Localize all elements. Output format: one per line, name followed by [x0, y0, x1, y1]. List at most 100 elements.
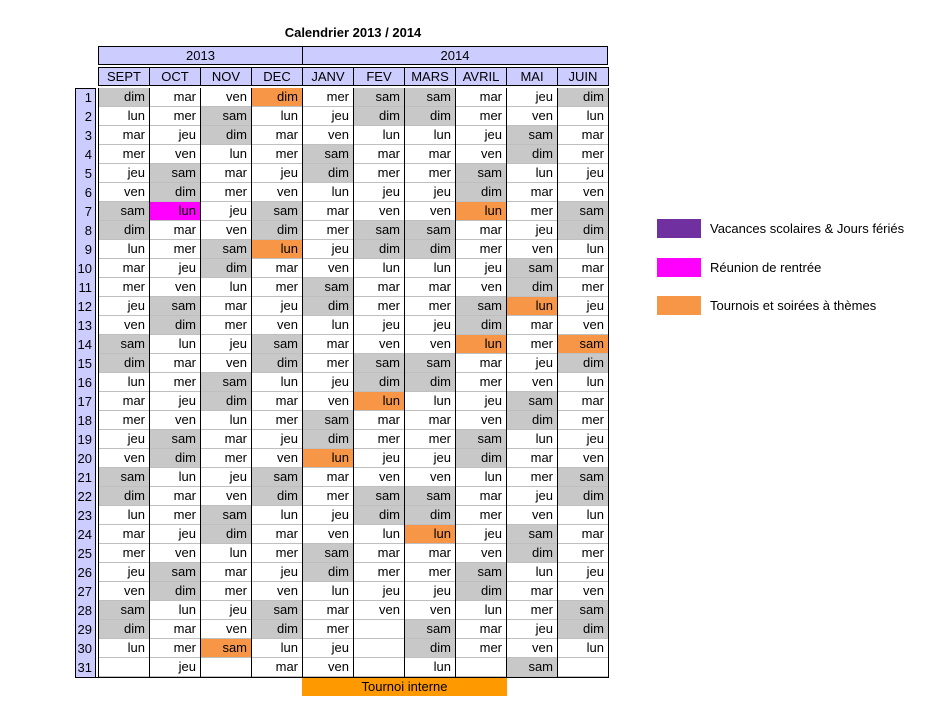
day-cell: mar	[354, 411, 404, 430]
day-cell: mer	[456, 639, 506, 658]
day-cell: mer	[252, 145, 302, 164]
year-header-2013: 2013	[98, 46, 303, 65]
day-cell: jeu	[354, 449, 404, 468]
day-cell: mer	[507, 202, 557, 221]
day-number: 7	[76, 202, 95, 221]
day-cell: ven	[405, 335, 455, 354]
day-cell: jeu	[252, 164, 302, 183]
day-cell: mer	[507, 601, 557, 620]
day-cell: sam	[150, 297, 200, 316]
day-cell: jeu	[252, 430, 302, 449]
day-cell: jeu	[405, 316, 455, 335]
day-cell: dim	[354, 240, 404, 259]
day-cell: lun	[303, 449, 353, 468]
day-cell: jeu	[405, 582, 455, 601]
month-column-border	[353, 88, 354, 677]
day-cell: mer	[507, 468, 557, 487]
day-cell: lun	[456, 202, 506, 221]
day-cell: ven	[150, 411, 200, 430]
day-cell: lun	[252, 373, 302, 392]
day-cell: lun	[252, 506, 302, 525]
day-cell: lun	[150, 468, 200, 487]
day-cell: mar	[303, 335, 353, 354]
day-cell: mar	[456, 620, 506, 639]
day-number: 20	[76, 449, 95, 468]
day-cell: lun	[405, 126, 455, 145]
day-cell: sam	[99, 202, 149, 221]
day-number: 19	[76, 430, 95, 449]
month-header-avril: AVRIL	[455, 67, 507, 86]
day-cell: jeu	[303, 506, 353, 525]
day-cell: mar	[507, 183, 557, 202]
day-cell: ven	[99, 449, 149, 468]
day-cell: jeu	[558, 563, 608, 582]
day-cell: mar	[507, 449, 557, 468]
day-cell: dim	[456, 183, 506, 202]
month-header-mai: MAI	[506, 67, 558, 86]
day-cell: mer	[201, 582, 251, 601]
day-cell: ven	[201, 221, 251, 240]
day-cell	[201, 658, 251, 677]
day-cell: mar	[252, 525, 302, 544]
day-cell: mar	[507, 316, 557, 335]
day-number: 16	[76, 373, 95, 392]
day-cell: sam	[303, 145, 353, 164]
day-cell: lun	[201, 278, 251, 297]
day-cell: mer	[150, 506, 200, 525]
legend-swatch-reunion	[657, 258, 701, 277]
day-cell: dim	[303, 430, 353, 449]
day-cell: dim	[507, 411, 557, 430]
day-cell: lun	[252, 240, 302, 259]
day-cell: ven	[99, 316, 149, 335]
day-cell: sam	[558, 468, 608, 487]
day-cell: lun	[201, 411, 251, 430]
month-column-border	[557, 88, 558, 677]
day-cell: lun	[303, 183, 353, 202]
day-cell: sam	[405, 354, 455, 373]
day-cell: mar	[456, 221, 506, 240]
day-cell: mar	[150, 620, 200, 639]
day-cell: mar	[201, 164, 251, 183]
day-cell: ven	[150, 278, 200, 297]
day-cell: sam	[252, 202, 302, 221]
day-cell: dim	[558, 88, 608, 107]
day-number: 31	[76, 658, 95, 677]
day-cell: sam	[558, 601, 608, 620]
day-cell: jeu	[507, 354, 557, 373]
day-cell: mer	[456, 107, 506, 126]
day-cell: jeu	[201, 335, 251, 354]
day-cell: mer	[303, 354, 353, 373]
day-cell: ven	[99, 183, 149, 202]
day-cell: jeu	[558, 164, 608, 183]
day-cell: dim	[252, 620, 302, 639]
day-cell: ven	[252, 582, 302, 601]
day-cell: ven	[405, 468, 455, 487]
day-cell	[558, 658, 608, 677]
day-cell: mer	[150, 240, 200, 259]
day-cell: sam	[201, 373, 251, 392]
day-cell: mar	[456, 487, 506, 506]
month-column-border	[455, 88, 456, 677]
day-number: 24	[76, 525, 95, 544]
day-cell: sam	[150, 430, 200, 449]
day-cell: dim	[405, 240, 455, 259]
day-cell: mar	[558, 525, 608, 544]
day-cell: mar	[405, 544, 455, 563]
day-cell: jeu	[201, 468, 251, 487]
day-cell: sam	[507, 259, 557, 278]
day-number: 25	[76, 544, 95, 563]
day-cell: mer	[201, 316, 251, 335]
day-cell: sam	[507, 126, 557, 145]
day-cell: dim	[354, 373, 404, 392]
day-cell: lun	[252, 107, 302, 126]
month-column-border	[302, 88, 303, 677]
day-cell: ven	[456, 411, 506, 430]
day-cell: lun	[201, 544, 251, 563]
day-cell: jeu	[303, 240, 353, 259]
day-cell: ven	[99, 582, 149, 601]
day-cell: dim	[405, 107, 455, 126]
day-cell: sam	[99, 601, 149, 620]
day-cell: dim	[99, 620, 149, 639]
day-cell: mer	[405, 563, 455, 582]
day-cell: lun	[405, 259, 455, 278]
